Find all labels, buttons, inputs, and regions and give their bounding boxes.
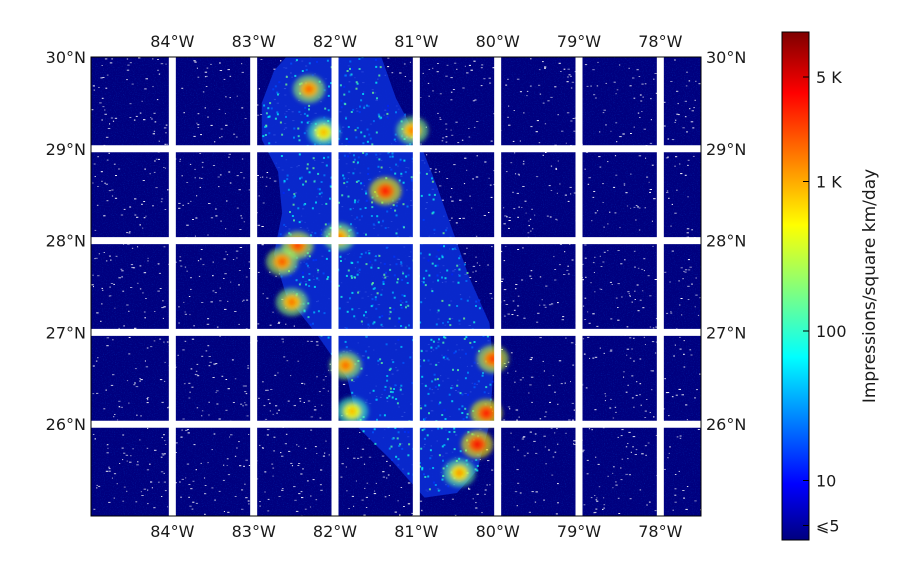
hotspot-sarasota xyxy=(275,288,308,317)
lat-tick-label-right: 27°N xyxy=(706,323,746,342)
lon-tick-label-bottom: 84°W xyxy=(150,522,194,541)
hotspot-miami xyxy=(461,430,494,459)
lon-tick-label-bottom: 80°W xyxy=(476,522,520,541)
hotspot-daytona-beach xyxy=(396,116,429,145)
hotspot-orlando xyxy=(369,177,402,205)
axis-ticks: 84°W 84°W 83°W 83°W 82°W 82°W 81°W 81°W 80°W 80°W… xyxy=(46,32,747,541)
lat-tick-label-left: 27°N xyxy=(46,323,86,342)
colorbar-tick-label: 10 xyxy=(816,472,836,491)
lon-tick-label-top: 79°W xyxy=(557,32,601,51)
lon-tick-label-top: 81°W xyxy=(394,32,438,51)
lat-tick-label-left: 26°N xyxy=(46,415,86,434)
lon-tick-label-top: 82°W xyxy=(313,32,357,51)
colorbar-tick-label: 5 K xyxy=(816,68,842,87)
lat-tick-label-right: 29°N xyxy=(706,140,746,159)
hotspot-lakeland xyxy=(323,222,356,251)
plot-frame xyxy=(90,56,702,517)
colorbar-tick-label: ⩽5 xyxy=(816,517,840,536)
lon-tick-label-bottom: 81°W xyxy=(394,522,438,541)
lon-tick-label-top: 83°W xyxy=(232,32,276,51)
hotspot-west-palm-beach xyxy=(476,345,509,373)
colorbar-ticks: ⩽5 10 100 1 K 5 K xyxy=(803,68,847,536)
lat-tick-label-left: 28°N xyxy=(46,232,86,251)
lat-tick-label-left: 29°N xyxy=(46,140,86,159)
graticule-grid xyxy=(91,57,701,516)
hotspot-st-petersburg xyxy=(266,247,299,276)
lon-tick-label-top: 78°W xyxy=(638,32,682,51)
hotspot-gainesville xyxy=(293,75,325,104)
colorbar-label: Impressions/square km/day xyxy=(860,169,880,403)
colorbar: ⩽5 10 100 1 K 5 K Impressions/square km/day xyxy=(781,31,880,541)
lon-tick-label-bottom: 79°W xyxy=(557,522,601,541)
colorbar-tick-label: 1 K xyxy=(816,173,842,192)
lat-tick-label-left: 30°N xyxy=(46,48,86,67)
colorbar-tick-label: 100 xyxy=(816,322,847,341)
lon-tick-label-top: 84°W xyxy=(150,32,194,51)
colorbar-gradient xyxy=(781,31,810,541)
lat-tick-label-right: 26°N xyxy=(706,415,746,434)
lat-tick-label-right: 30°N xyxy=(706,48,746,67)
map-plot-area xyxy=(91,57,701,516)
lon-tick-label-bottom: 78°W xyxy=(638,522,682,541)
lon-tick-label-top: 80°W xyxy=(476,32,520,51)
hotspot-naples xyxy=(336,397,369,426)
hotspot-homestead xyxy=(443,458,476,487)
lon-tick-label-bottom: 83°W xyxy=(232,522,276,541)
lat-tick-label-right: 28°N xyxy=(706,232,746,251)
lon-tick-label-bottom: 82°W xyxy=(313,522,357,541)
